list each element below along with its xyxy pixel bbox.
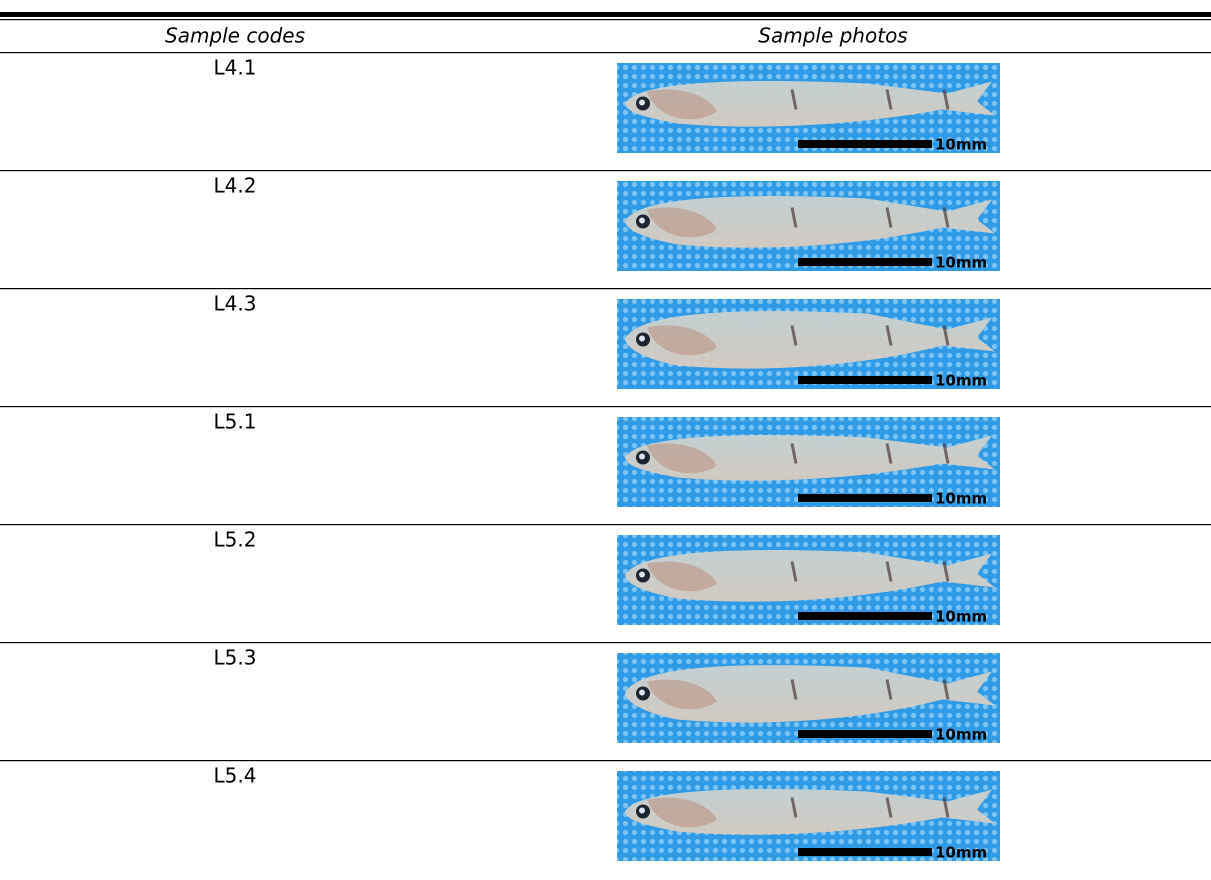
fish-eye-highlight: [639, 572, 645, 578]
sample-photo: 10mm: [617, 63, 1000, 154]
sample-code: L4.2: [214, 174, 257, 198]
sample-code: L4.3: [214, 292, 257, 316]
scale-label: 10mm: [935, 372, 987, 390]
scale-label: 10mm: [935, 254, 987, 272]
sample-code: L4.1: [214, 56, 257, 80]
fish-eye-highlight: [639, 690, 645, 696]
fish-eye-highlight: [639, 336, 645, 342]
scale-bar: [798, 258, 932, 266]
sample-code: L5.4: [214, 764, 257, 788]
fish-eye-highlight: [639, 218, 645, 224]
scale-bar: [798, 612, 932, 620]
scale-bar: [798, 376, 932, 384]
header-cell: Sample photos: [758, 24, 907, 48]
fish-eye-highlight: [639, 808, 645, 814]
scale-label: 10mm: [935, 136, 987, 154]
row-rule: [0, 524, 1211, 525]
row-rule: [0, 406, 1211, 407]
sample-photo: 10mm: [617, 417, 1000, 508]
scale-label: 10mm: [935, 490, 987, 508]
header-cell: Sample codes: [165, 24, 305, 48]
sample-code: L5.3: [214, 646, 257, 670]
scale-bar: [798, 730, 932, 738]
row-rule: [0, 642, 1211, 643]
scale-label: 10mm: [935, 608, 987, 626]
sample-photo: 10mm: [617, 653, 1000, 744]
top-rule-thin: [0, 19, 1211, 20]
scale-label: 10mm: [935, 726, 987, 744]
fish-eye-highlight: [639, 454, 645, 460]
fish-eye-highlight: [639, 100, 645, 106]
scale-bar: [798, 140, 932, 148]
scale-bar: [798, 848, 932, 856]
scale-bar: [798, 494, 932, 502]
sample-photo: 10mm: [617, 535, 1000, 626]
sample-photo: 10mm: [617, 771, 1000, 862]
sample-code: L5.2: [214, 528, 257, 552]
sample-code: L5.1: [214, 410, 257, 434]
row-rule: [0, 288, 1211, 289]
header-rule: [0, 52, 1211, 53]
table-page: Sample codes Sample photos L4.1 10mm L4.2 1…: [0, 0, 1211, 880]
sample-photo: 10mm: [617, 181, 1000, 272]
sample-photo: 10mm: [617, 299, 1000, 390]
scale-label: 10mm: [935, 844, 987, 862]
row-rule: [0, 170, 1211, 171]
row-rule: [0, 760, 1211, 761]
top-rule: [0, 12, 1211, 17]
